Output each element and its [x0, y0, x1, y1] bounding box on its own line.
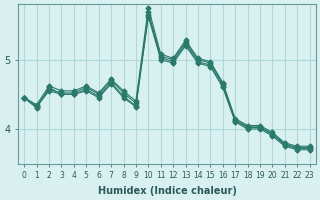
X-axis label: Humidex (Indice chaleur): Humidex (Indice chaleur) [98, 186, 236, 196]
